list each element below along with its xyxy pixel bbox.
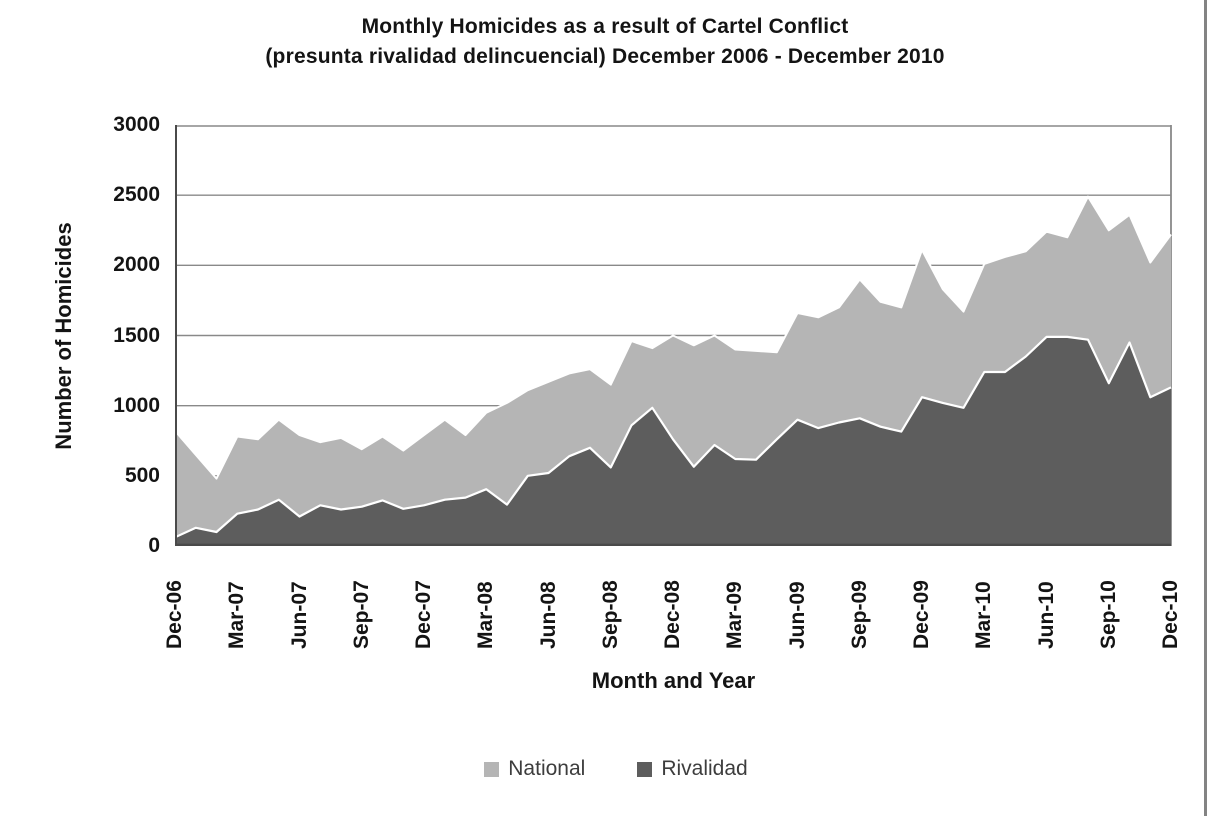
x-tick-label: Sep-09 xyxy=(847,580,871,649)
x-tick-label: Jun-10 xyxy=(1034,581,1058,649)
x-tick-label: Jun-07 xyxy=(287,581,311,649)
x-tick-label: Mar-10 xyxy=(972,581,996,649)
y-tick-label: 3000 xyxy=(113,113,160,136)
y-tick-label: 500 xyxy=(124,463,160,487)
area-edge-national xyxy=(175,195,1172,480)
x-tick-label: Sep-08 xyxy=(598,580,622,649)
x-tick-label: Mar-09 xyxy=(723,581,747,649)
chart-title-line1: Monthly Homicides as a result of Cartel … xyxy=(361,15,849,38)
page-right-border xyxy=(1204,0,1207,816)
x-tick-label: Jun-09 xyxy=(785,581,809,649)
y-tick-label: 2000 xyxy=(113,253,160,277)
chart-legend: National Rivalidad xyxy=(12,752,1208,786)
legend-item-national: National xyxy=(484,757,585,781)
legend-swatch-rivalidad xyxy=(637,761,653,777)
x-tick-label: Dec-09 xyxy=(910,580,933,649)
area-rivalidad xyxy=(175,336,1171,546)
x-tick-label: Mar-08 xyxy=(474,581,498,649)
chart-title-block: Monthly Homicides as a result of Cartel … xyxy=(70,12,1140,72)
legend-swatch-national xyxy=(484,761,500,777)
area-edge-rivalidad xyxy=(175,335,1172,539)
x-tick-label: Dec-06 xyxy=(163,580,186,649)
x-tick-label: Mar-07 xyxy=(225,581,249,649)
legend-label-rivalidad: Rivalidad xyxy=(661,757,748,780)
x-tick-label: Dec-07 xyxy=(412,580,435,649)
x-tick-label: Sep-10 xyxy=(1096,580,1120,649)
legend-item-rivalidad: Rivalidad xyxy=(637,757,748,781)
plot-area xyxy=(175,125,1172,546)
x-tick-label: Dec-08 xyxy=(661,580,684,649)
x-tick-label: Jun-08 xyxy=(536,581,560,649)
legend-label-national: National xyxy=(508,757,586,780)
chart-title-line2: (presunta rivalidad delincuencial) Decem… xyxy=(265,45,945,68)
x-tick-label: Sep-07 xyxy=(349,580,373,649)
y-tick-label: 0 xyxy=(148,534,160,557)
x-axis-title: Month and Year xyxy=(591,668,756,693)
y-tick-label: 1500 xyxy=(113,323,160,347)
y-tick-label: 1000 xyxy=(113,393,160,417)
y-tick-label: 2500 xyxy=(113,183,160,207)
x-tick-label: Dec-10 xyxy=(1159,580,1182,649)
